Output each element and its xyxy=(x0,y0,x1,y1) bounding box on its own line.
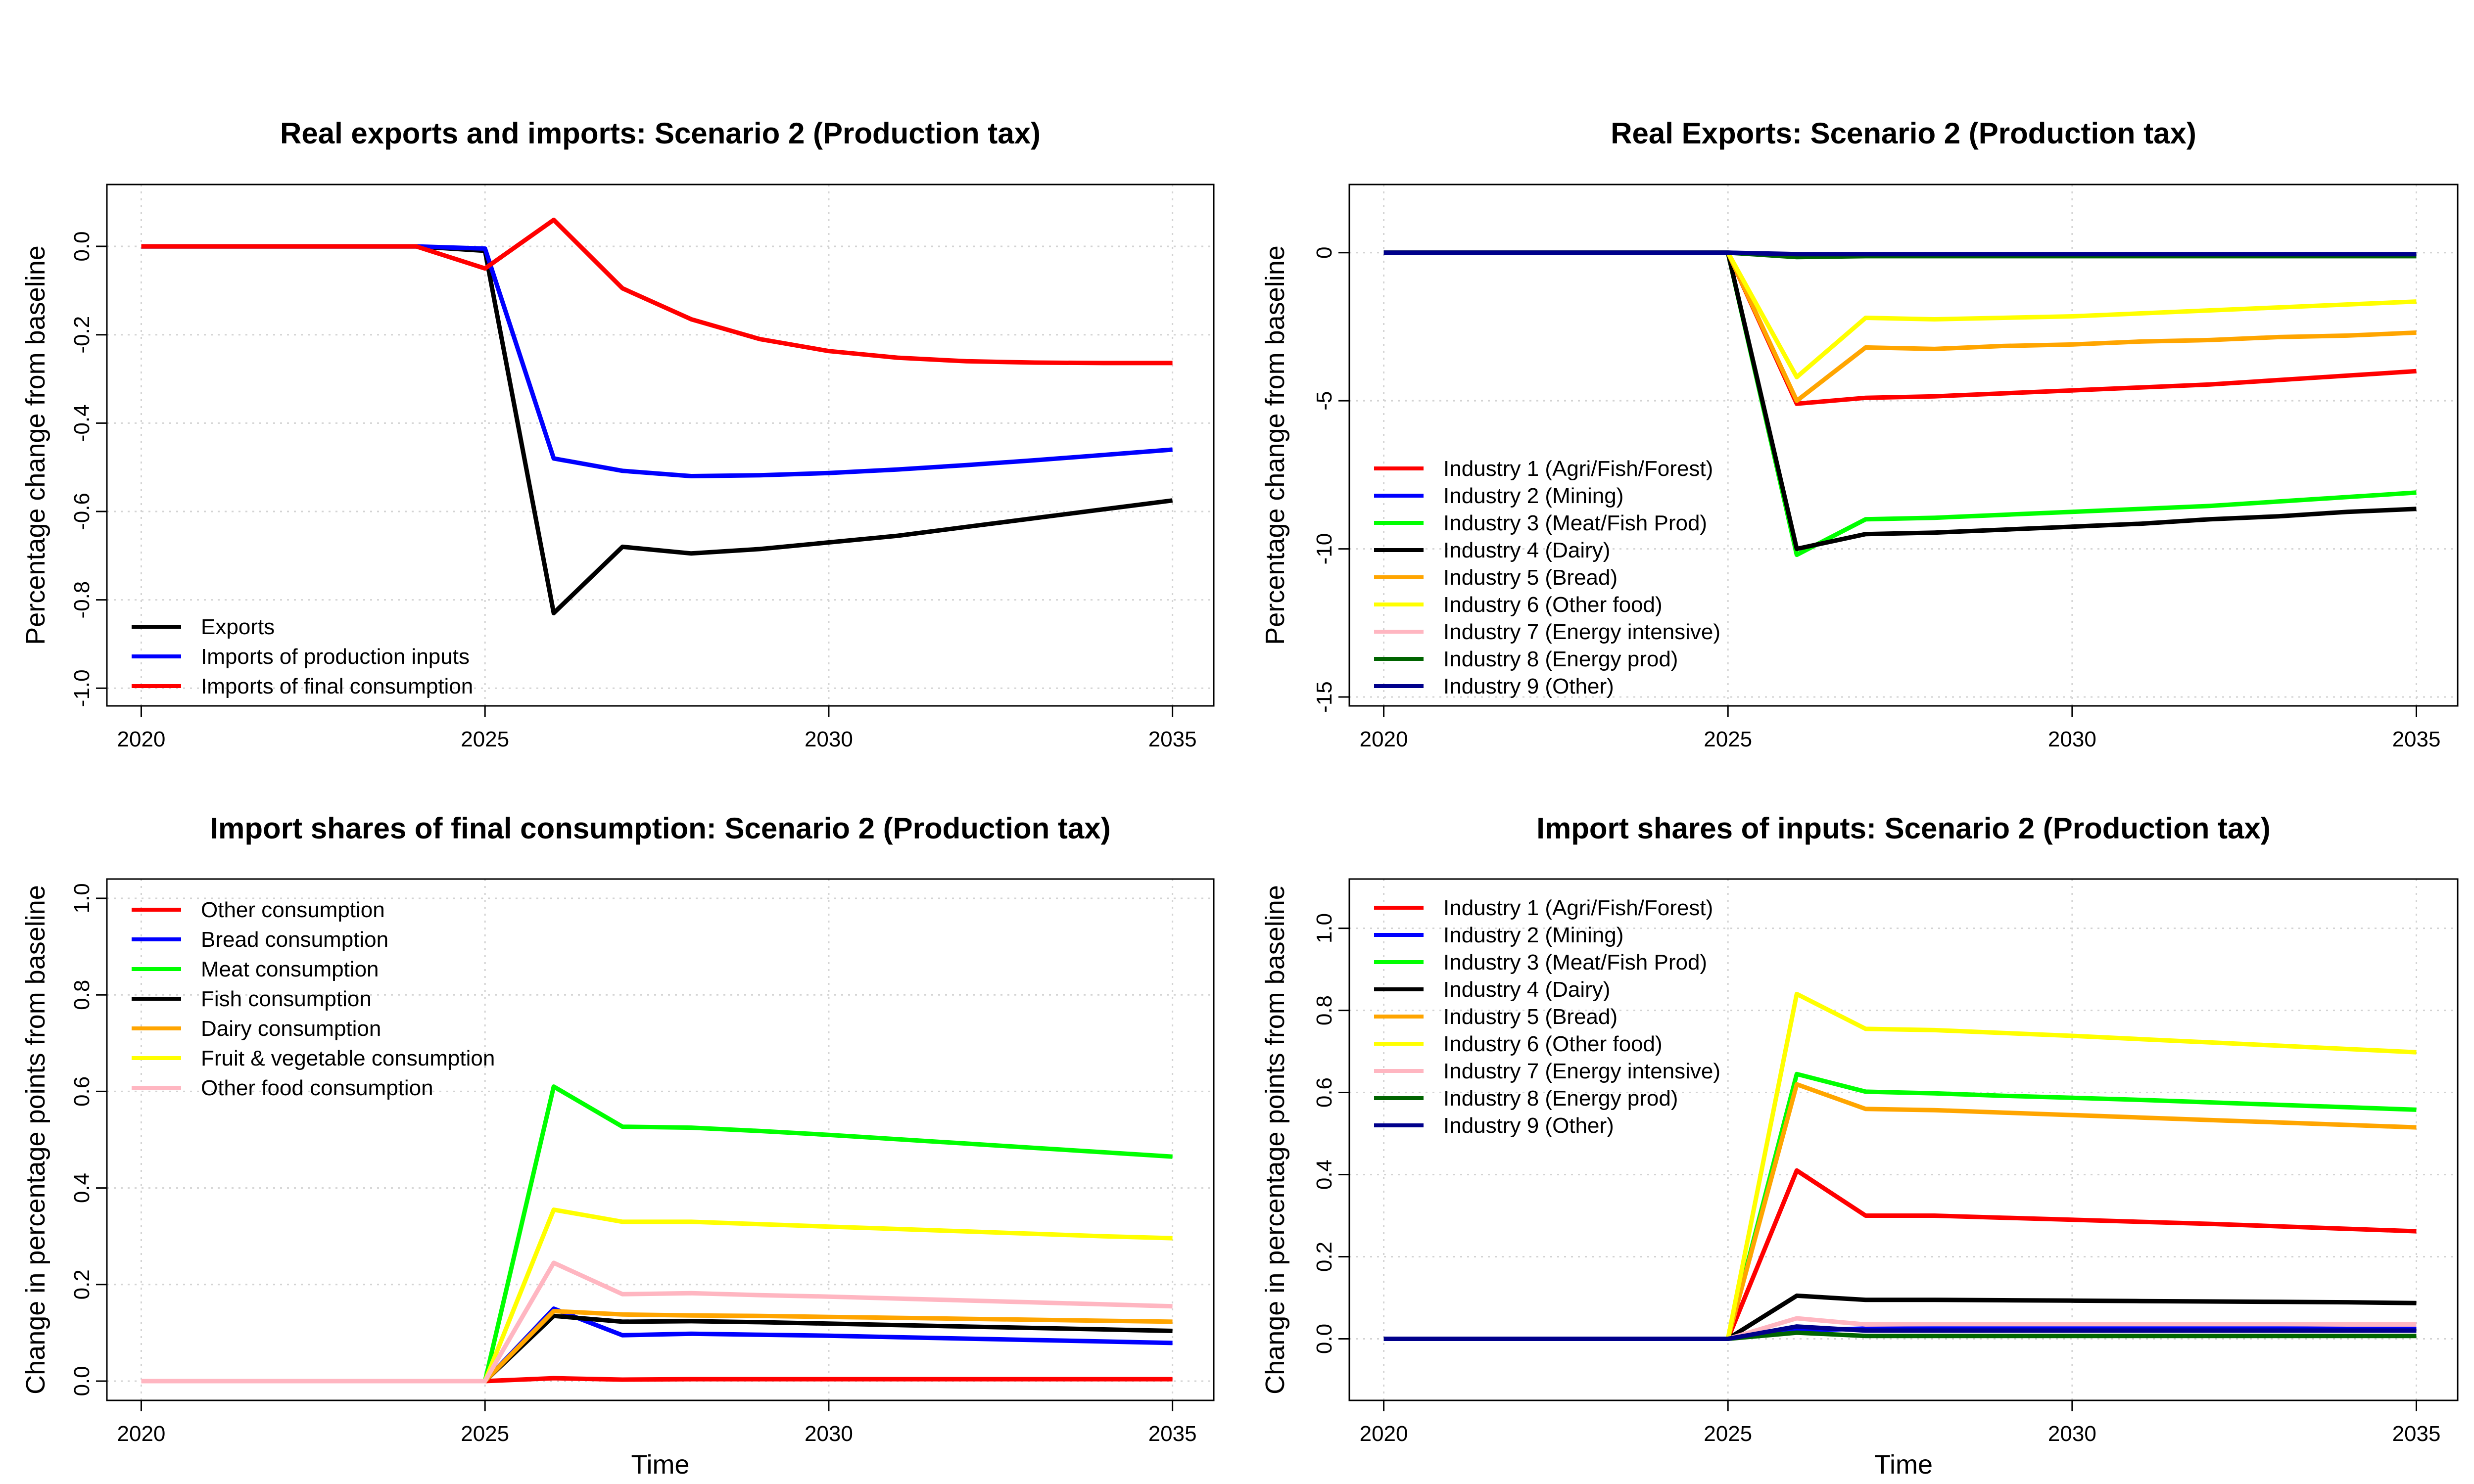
series-line xyxy=(1383,1324,2417,1341)
legend: Other consumption Bread consumption Meat c… xyxy=(132,898,495,1100)
y-tick-label: 0.8 xyxy=(70,980,94,1010)
series-line xyxy=(141,218,1173,366)
legend-label: Other consumption xyxy=(201,898,385,922)
legend: Exports Imports of production inputs Impor… xyxy=(132,615,473,698)
x-tick-label: 2025 xyxy=(1704,727,1752,751)
chart-title: Import shares of final consumption: Scen… xyxy=(210,812,1110,845)
legend-label: Industry 6 (Other food) xyxy=(1443,593,1663,617)
y-tick-label: 0.4 xyxy=(1312,1159,1336,1190)
legend-label: Industry 2 (Mining) xyxy=(1443,484,1623,508)
plot-frame xyxy=(1348,184,2459,707)
legend-label: Industry 9 (Other) xyxy=(1443,674,1614,698)
y-axis-label: Percentage change from baseline xyxy=(1260,245,1290,645)
legend-label: Industry 8 (Energy prod) xyxy=(1443,647,1678,671)
x-tick-label: 2030 xyxy=(805,1422,853,1446)
legend: Industry 1 (Agri/Fish/Forest) Industry 2 … xyxy=(1374,457,1720,698)
plot-frame xyxy=(1348,878,2459,1401)
x-tick-label: 2035 xyxy=(2392,1422,2441,1446)
legend-label: Industry 1 (Agri/Fish/Forest) xyxy=(1443,896,1713,920)
y-tick-label: -15 xyxy=(1312,681,1336,713)
x-tick-label: 2030 xyxy=(2048,727,2096,751)
legend-label: Industry 6 (Other food) xyxy=(1443,1032,1663,1056)
y-tick-label: 0 xyxy=(1312,246,1336,258)
legend-label: Industry 7 (Energy intensive) xyxy=(1443,1059,1720,1083)
y-axis-label: Change in percentage points from baselin… xyxy=(1260,885,1290,1394)
y-tick-label: 0.2 xyxy=(70,1269,94,1299)
legend-label: Industry 1 (Agri/Fish/Forest) xyxy=(1443,457,1713,481)
chart-title: Real Exports: Scenario 2 (Production tax… xyxy=(1611,117,2196,150)
y-tick-label: 1.0 xyxy=(70,883,94,913)
y-tick-label: 0.0 xyxy=(70,1366,94,1396)
legend-label: Meat consumption xyxy=(201,957,379,981)
legend-label: Dairy consumption xyxy=(201,1017,381,1041)
legend-label: Bread consumption xyxy=(201,928,388,952)
y-tick-label: -0.4 xyxy=(70,404,94,442)
legend-label: Industry 3 (Meat/Fish Prod) xyxy=(1443,950,1707,974)
plot-frame xyxy=(106,184,1215,707)
legend-label: Fruit & vegetable consumption xyxy=(201,1046,495,1070)
y-tick-label: 0.6 xyxy=(1312,1077,1336,1108)
y-tick-label: -0.8 xyxy=(70,581,94,619)
chart-title: Import shares of inputs: Scenario 2 (Pro… xyxy=(1536,812,2271,845)
legend-label: Other food consumption xyxy=(201,1076,433,1100)
x-tick-label: 2025 xyxy=(1704,1422,1752,1446)
legend-label: Industry 2 (Mining) xyxy=(1443,923,1623,947)
chart-panel-4: 2020 2025 2030 2035 0.0 0.2 0.4 0.6 0.8 1.0 Import… xyxy=(1260,812,2459,1480)
legend-label: Industry 5 (Bread) xyxy=(1443,1005,1618,1029)
y-tick-label: -5 xyxy=(1312,391,1336,411)
chart-panel-2: 2020 2025 2030 2035 0 -5 -10 -15 Real Exports: S… xyxy=(1260,117,2459,751)
y-tick-label: -0.6 xyxy=(70,493,94,530)
x-tick-label: 2035 xyxy=(1148,1422,1197,1446)
legend-label: Industry 4 (Dairy) xyxy=(1443,538,1610,562)
legend-label: Industry 4 (Dairy) xyxy=(1443,977,1610,1002)
y-tick-label: 0.8 xyxy=(1312,995,1336,1025)
legend-label: Industry 5 (Bread) xyxy=(1443,565,1618,590)
y-tick-label: 0.2 xyxy=(1312,1242,1336,1272)
x-axis-label: Time xyxy=(631,1450,690,1480)
x-tick-label: 2020 xyxy=(1360,1422,1408,1446)
x-tick-label: 2020 xyxy=(1360,727,1408,751)
y-axis-label: Change in percentage points from baselin… xyxy=(21,885,50,1394)
y-tick-label: 0.4 xyxy=(70,1173,94,1203)
y-tick-label: 0.0 xyxy=(1312,1324,1336,1354)
chart-title: Real exports and imports: Scenario 2 (Pr… xyxy=(280,117,1041,150)
x-tick-label: 2035 xyxy=(1148,727,1197,751)
y-tick-label: 1.0 xyxy=(1312,913,1336,943)
chart-panel-1: 2020 2025 2030 2035 0.0 -0.2 -0.4 -0.6 -0.8 -1.0 R… xyxy=(21,117,1215,751)
y-tick-label: -10 xyxy=(1312,533,1336,565)
legend-label: Industry 7 (Energy intensive) xyxy=(1443,620,1720,644)
series-line xyxy=(141,1260,1173,1384)
legend: Industry 1 (Agri/Fish/Forest) Industry 2 … xyxy=(1374,896,1720,1138)
x-tick-label: 2020 xyxy=(117,1422,166,1446)
legend-label: Exports xyxy=(201,615,275,639)
y-tick-label: 0.0 xyxy=(70,231,94,261)
chart-panel-3: 2020 2025 2030 2035 0.0 0.2 0.4 0.6 0.8 1.0 Import… xyxy=(21,812,1215,1480)
legend-label: Industry 9 (Other) xyxy=(1443,1113,1614,1138)
y-tick-label: 0.6 xyxy=(70,1076,94,1107)
x-tick-label: 2025 xyxy=(461,1422,509,1446)
legend-label: Industry 3 (Meat/Fish Prod) xyxy=(1443,511,1707,535)
y-tick-label: -1.0 xyxy=(70,669,94,707)
x-tick-label: 2025 xyxy=(461,727,509,751)
x-tick-label: 2030 xyxy=(2048,1422,2096,1446)
series-line xyxy=(1383,250,2417,257)
legend-label: Fish consumption xyxy=(201,987,372,1011)
x-axis-label: Time xyxy=(1874,1450,1933,1480)
x-tick-label: 2030 xyxy=(805,727,853,751)
legend-label: Imports of final consumption xyxy=(201,674,473,698)
legend-label: Imports of production inputs xyxy=(201,645,470,669)
legend-label: Industry 8 (Energy prod) xyxy=(1443,1086,1678,1111)
y-tick-label: -0.2 xyxy=(70,316,94,354)
x-tick-label: 2035 xyxy=(2392,727,2441,751)
plot-frame xyxy=(106,878,1215,1401)
x-tick-label: 2020 xyxy=(117,727,166,751)
y-axis-label: Percentage change from baseline xyxy=(21,245,50,645)
